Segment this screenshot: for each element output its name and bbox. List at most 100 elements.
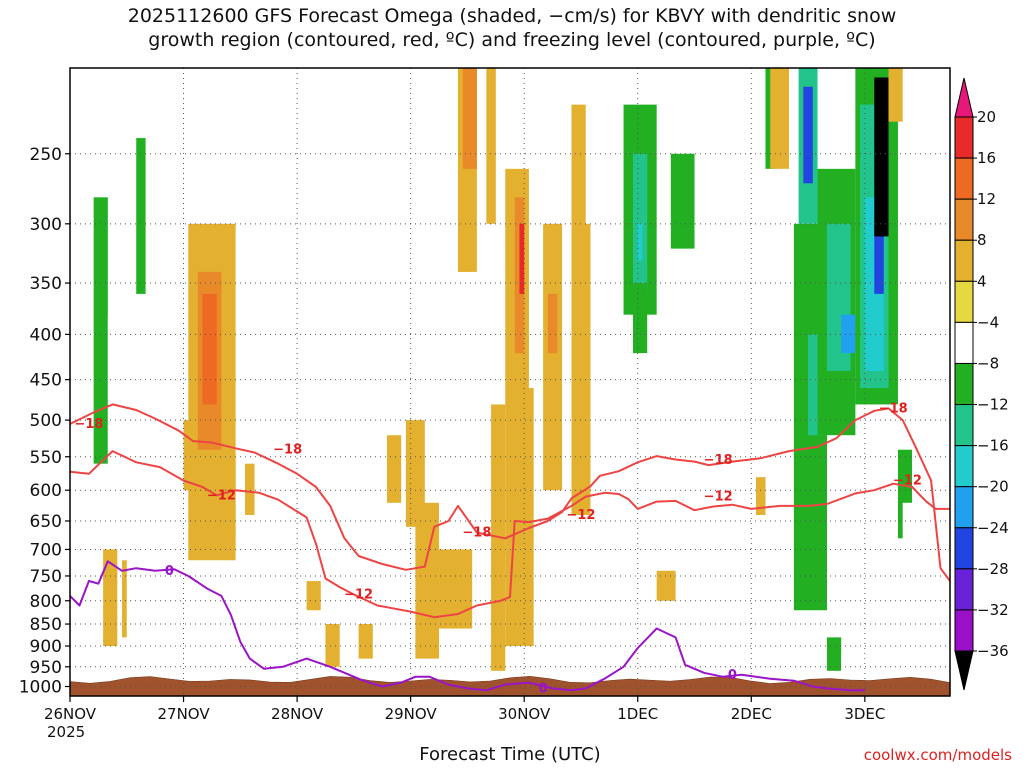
omega-cell	[670, 153, 695, 249]
x-axis-title-text: Forecast Time (UTC)	[419, 744, 601, 765]
contour-label: −18	[704, 453, 733, 468]
omega-cell	[547, 293, 558, 354]
contour-labels-layer: −18 −12 −18 −12 −18 −12 −18 −12 −18 −12 0 0 0	[74, 401, 921, 696]
y-tick-label: 650	[30, 512, 62, 532]
contour-label: −12	[704, 490, 733, 505]
omega-cell	[325, 624, 340, 667]
colorbar-label: 4	[977, 272, 987, 290]
omega-cell	[595, 610, 605, 647]
omega-cell	[874, 223, 884, 294]
omega-cell	[136, 138, 146, 294]
colorbar-label: −12	[977, 396, 1009, 414]
y-tick-label: 800	[30, 592, 62, 612]
omega-cell	[245, 463, 255, 516]
colorbar-segment	[954, 609, 974, 652]
omega-cell	[585, 68, 600, 224]
contour-label: −12	[893, 473, 922, 488]
chart-title-line-2: growth region (contoured, red, ºC) and f…	[148, 29, 876, 51]
plot-frame	[69, 67, 951, 697]
y-tick-label: 900	[30, 637, 62, 657]
colorbar-label: 12	[977, 190, 996, 208]
contour-label: −18	[273, 443, 302, 458]
colorbar: 20 16 12 8 4 −4 −8 −12 −16 −20 −24 −28 −32 −36	[954, 77, 1009, 691]
x-tick-label: 2DEC	[731, 705, 772, 723]
y-axis-ticks: 2503003504004505005506006507007508008509…	[19, 145, 70, 698]
colorbar-segment	[954, 157, 974, 200]
x-tick-label: 27NOV	[157, 705, 210, 723]
omega-cell	[756, 477, 766, 516]
omega-cell	[633, 283, 648, 354]
omega-cell	[637, 223, 643, 261]
y-tick-label: 750	[30, 567, 62, 587]
colorbar-segment	[954, 527, 974, 570]
colorbar-label: −36	[977, 642, 1009, 660]
omega-cell	[145, 104, 156, 294]
omega-cell	[410, 138, 430, 389]
omega-cell	[70, 463, 80, 582]
x-tick-label: 1DEC	[617, 705, 658, 723]
omega-cell	[519, 223, 525, 294]
credit-link[interactable]: coolwx.com/models	[863, 746, 1012, 764]
x-axis-title: Forecast Time (UTC)	[0, 744, 1024, 765]
y-tick-label: 550	[30, 448, 62, 468]
contour-label: −12	[566, 508, 595, 523]
contour-minus18	[70, 403, 950, 582]
omega-cell	[874, 77, 889, 237]
omega-cell	[79, 223, 94, 436]
x-tick-label: 3DEC	[844, 705, 885, 723]
x-tick-label: 29NOV	[385, 705, 438, 723]
contour-layer	[70, 403, 950, 692]
colorbar-segment	[954, 445, 974, 488]
omega-cell	[439, 353, 454, 516]
x-tick-label: 28NOV	[271, 705, 324, 723]
omega-cell	[306, 581, 321, 611]
colorbar-label: 8	[977, 231, 987, 249]
colorbar-segment	[954, 116, 974, 159]
colorbar-segment	[954, 321, 974, 364]
colorbar-label: −32	[977, 601, 1009, 619]
omega-cell	[93, 197, 108, 464]
y-tick-label: 450	[30, 371, 62, 391]
grid-layer	[69, 68, 950, 696]
omega-cell	[415, 502, 440, 659]
contour-minus12	[70, 450, 950, 619]
omega-cell	[789, 68, 799, 169]
omega-cell	[405, 420, 425, 527]
omega-cell	[486, 68, 496, 224]
chart-title-line-1: 2025112600 GFS Forecast Omega (shaded, −…	[127, 5, 897, 27]
colorbar-segment	[954, 568, 974, 611]
colorbar-segment	[954, 239, 974, 282]
y-tick-label: 600	[30, 481, 62, 501]
y-tick-label: 700	[30, 540, 62, 560]
colorbar-label: −4	[977, 313, 999, 331]
omega-shading-layer	[70, 68, 932, 671]
omega-cell	[358, 624, 373, 659]
omega-cell	[902, 502, 927, 582]
colorbar-segment	[954, 198, 974, 241]
colorbar-label: −28	[977, 560, 1009, 578]
x-tick-label: 26NOV	[44, 705, 97, 723]
colorbar-segment	[954, 362, 974, 406]
contour-label: −18	[462, 526, 491, 541]
colorbar-label: −24	[977, 519, 1009, 537]
y-tick-label: 350	[30, 274, 62, 294]
colorbar-segment	[954, 486, 974, 529]
omega-cell	[803, 86, 813, 184]
y-tick-label: 850	[30, 615, 62, 635]
contour-label: −12	[207, 488, 236, 503]
contour-label: 0	[728, 668, 737, 683]
omega-cell	[623, 420, 634, 527]
colorbar-segment	[954, 280, 974, 323]
omega-cell	[122, 560, 127, 638]
colorbar-segment	[954, 404, 974, 447]
omega-cell	[841, 654, 856, 671]
y-tick-label: 250	[30, 145, 62, 165]
y-tick-label: 400	[30, 325, 62, 345]
colorbar-label: −16	[977, 437, 1009, 455]
x-tick-sublabel: 2025	[47, 723, 85, 741]
omega-cell	[528, 68, 539, 389]
omega-cell	[888, 68, 903, 122]
omega-cell	[122, 68, 137, 405]
